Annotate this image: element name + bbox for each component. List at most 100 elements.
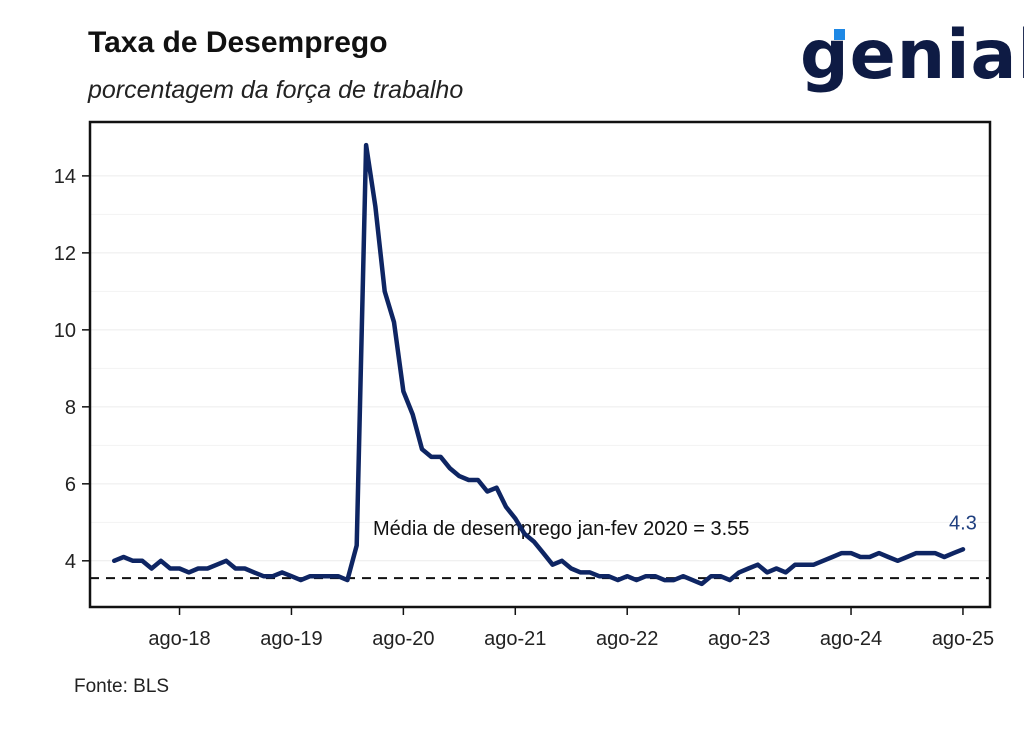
data-point bbox=[234, 567, 238, 571]
data-point bbox=[336, 574, 340, 578]
data-point bbox=[383, 289, 387, 293]
y-tick-label: 14 bbox=[54, 166, 76, 188]
reference-line-group: Média de desemprego jan-fev 2020 = 3.55 bbox=[90, 518, 990, 580]
data-point bbox=[178, 567, 182, 571]
data-point bbox=[308, 574, 312, 578]
data-point bbox=[681, 574, 685, 578]
data-point bbox=[495, 486, 499, 490]
data-point bbox=[896, 559, 900, 563]
data-point bbox=[429, 455, 433, 459]
data-point bbox=[793, 563, 797, 567]
x-axis: ago-18 ago-19 ago-20 ago-21 ago-22 ago-23 ago-… bbox=[148, 607, 994, 650]
x-tick-label: ago-18 bbox=[148, 628, 210, 650]
data-point bbox=[625, 574, 629, 578]
source-note: Fonte: BLS bbox=[74, 676, 170, 697]
data-point bbox=[215, 563, 219, 567]
data-point bbox=[541, 551, 545, 555]
data-point bbox=[616, 578, 620, 582]
data-point bbox=[401, 389, 405, 393]
data-point bbox=[112, 559, 116, 563]
data-point bbox=[290, 574, 294, 578]
data-point bbox=[952, 551, 956, 555]
y-tick-label: 8 bbox=[65, 397, 76, 419]
data-point bbox=[457, 474, 461, 478]
data-point bbox=[961, 547, 965, 551]
data-point bbox=[560, 559, 564, 563]
y-tick-label: 12 bbox=[54, 243, 76, 265]
data-point bbox=[840, 551, 844, 555]
data-point bbox=[243, 567, 247, 571]
data-point bbox=[523, 532, 527, 536]
data-point bbox=[159, 559, 163, 563]
data-point bbox=[579, 570, 583, 574]
data-point bbox=[411, 413, 415, 417]
data-point bbox=[532, 540, 536, 544]
brand-logo-accent bbox=[834, 29, 845, 40]
data-point bbox=[569, 567, 573, 571]
data-point bbox=[140, 559, 144, 563]
x-tick-label: ago-22 bbox=[596, 628, 658, 650]
data-point bbox=[644, 574, 648, 578]
data-point bbox=[905, 555, 909, 559]
data-point bbox=[224, 559, 228, 563]
data-point bbox=[719, 574, 723, 578]
data-point bbox=[691, 578, 695, 582]
data-point bbox=[607, 574, 611, 578]
data-point bbox=[187, 570, 191, 574]
data-point bbox=[737, 570, 741, 574]
grid-lines bbox=[90, 175, 990, 562]
data-point bbox=[476, 478, 480, 482]
data-point bbox=[280, 570, 284, 574]
data-point bbox=[849, 551, 853, 555]
data-point bbox=[914, 551, 918, 555]
data-point bbox=[345, 578, 349, 582]
data-point bbox=[812, 563, 816, 567]
data-point bbox=[467, 478, 471, 482]
data-point bbox=[485, 490, 489, 494]
data-point bbox=[858, 555, 862, 559]
data-point bbox=[206, 567, 210, 571]
y-tick-label: 10 bbox=[54, 320, 76, 342]
data-point bbox=[364, 143, 368, 147]
data-point bbox=[392, 320, 396, 324]
y-axis: 4 6 8 10 12 14 bbox=[54, 166, 90, 573]
x-tick-label: ago-21 bbox=[484, 628, 546, 650]
data-point bbox=[774, 567, 778, 571]
series-layer bbox=[111, 142, 966, 587]
data-point bbox=[327, 574, 331, 578]
x-tick-label: ago-20 bbox=[372, 628, 434, 650]
chart-title: Taxa de Desemprego bbox=[88, 26, 388, 59]
data-point bbox=[877, 551, 881, 555]
plot-frame bbox=[88, 120, 992, 609]
y-tick-label: 6 bbox=[65, 474, 76, 496]
x-tick-label: ago-19 bbox=[260, 628, 322, 650]
data-point bbox=[784, 570, 788, 574]
data-point bbox=[924, 551, 928, 555]
data-point bbox=[131, 559, 135, 563]
data-point bbox=[448, 466, 452, 470]
data-point bbox=[942, 555, 946, 559]
data-point bbox=[355, 543, 359, 547]
data-point bbox=[504, 505, 508, 509]
x-tick-label: ago-23 bbox=[708, 628, 770, 650]
data-point bbox=[271, 574, 275, 578]
data-point bbox=[765, 570, 769, 574]
data-point bbox=[439, 455, 443, 459]
data-point bbox=[420, 447, 424, 451]
data-point bbox=[150, 567, 154, 571]
data-point bbox=[886, 555, 890, 559]
data-point bbox=[830, 555, 834, 559]
data-point bbox=[168, 567, 172, 571]
reference-line-label: Média de desemprego jan-fev 2020 = 3.55 bbox=[373, 518, 749, 540]
data-point bbox=[746, 567, 750, 571]
series-line-unemployment-rate bbox=[111, 142, 966, 587]
data-point bbox=[252, 570, 256, 574]
data-point bbox=[709, 574, 713, 578]
y-tick-label: 4 bbox=[65, 551, 76, 573]
data-point bbox=[653, 574, 657, 578]
data-point bbox=[700, 582, 704, 586]
data-point bbox=[756, 563, 760, 567]
data-point bbox=[802, 563, 806, 567]
data-point bbox=[373, 205, 377, 209]
